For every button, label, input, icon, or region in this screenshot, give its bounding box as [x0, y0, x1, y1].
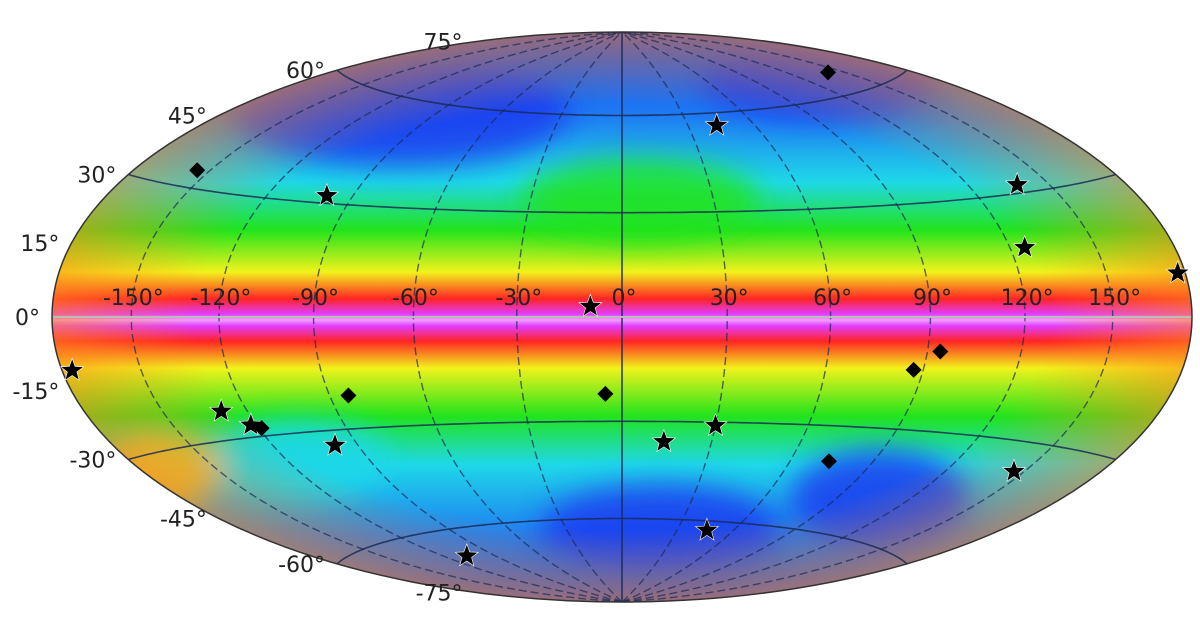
map-border: [51, 31, 1193, 603]
longitude-label: -60°: [392, 286, 439, 311]
longitude-label: -90°: [292, 286, 339, 311]
longitude-label: 30°: [710, 286, 749, 311]
star-marker: [1004, 171, 1030, 196]
star-marker: [208, 398, 234, 422]
latitude-label: -60°: [278, 553, 325, 578]
star-marker: [454, 543, 480, 567]
star-marker: [694, 517, 720, 541]
diamond-marker: [932, 343, 949, 360]
star-marker: [238, 412, 264, 436]
star-marker: [578, 293, 603, 317]
latitude-label: 0°: [15, 306, 40, 331]
diamond-marker: [189, 162, 206, 179]
longitude-label: -120°: [190, 286, 251, 311]
star-marker: [651, 428, 677, 453]
latitude-label: 60°: [286, 59, 325, 84]
star-marker: [59, 357, 85, 381]
diamond-marker: [819, 64, 836, 81]
latitude-labels: 75° 60° 45° 30° 15° 0° -15° -30° -45° -60° -75°: [12, 31, 462, 607]
longitude-label: 0°: [612, 286, 637, 311]
star-marker: [704, 112, 730, 136]
graticule: [52, 32, 1192, 602]
latitude-label: 15°: [20, 232, 59, 257]
latitude-label: 75°: [424, 31, 463, 56]
parallel-line: [128, 173, 1116, 214]
longitude-label: 60°: [813, 286, 852, 311]
diamond-marker: [820, 453, 837, 470]
star-marker: [1001, 458, 1027, 482]
latitude-label: -75°: [416, 581, 463, 606]
parallel-line: [128, 420, 1116, 461]
longitude-label: -30°: [495, 286, 542, 311]
latitude-label: 30°: [77, 164, 116, 189]
longitude-label: 150°: [1088, 286, 1141, 311]
star-marker: [1012, 234, 1037, 258]
parallel-line: [336, 69, 908, 117]
latitude-label: -45°: [160, 508, 207, 533]
longitude-labels: -150° -120° -90° -60° -30° 0° 30° 60° 90° 120° 150…: [103, 286, 1141, 311]
map-background: [52, 32, 1192, 602]
diamond-marker: [597, 385, 614, 402]
source-markers: [59, 64, 1190, 567]
star-marker: [322, 432, 348, 456]
star-marker: [703, 412, 728, 436]
longitude-label: -150°: [103, 286, 164, 311]
parallel-line: [336, 517, 908, 565]
diamond-marker: [905, 361, 922, 378]
star-marker: [314, 182, 340, 207]
diamond-marker: [340, 387, 357, 404]
latitude-label: -30°: [69, 449, 116, 474]
diamond-marker: [253, 420, 270, 437]
longitude-label: 120°: [1001, 286, 1054, 311]
latitude-label: -15°: [12, 380, 59, 405]
star-marker: [1165, 260, 1190, 284]
latitude-label: 45°: [168, 105, 207, 130]
longitude-label: 90°: [913, 286, 952, 311]
